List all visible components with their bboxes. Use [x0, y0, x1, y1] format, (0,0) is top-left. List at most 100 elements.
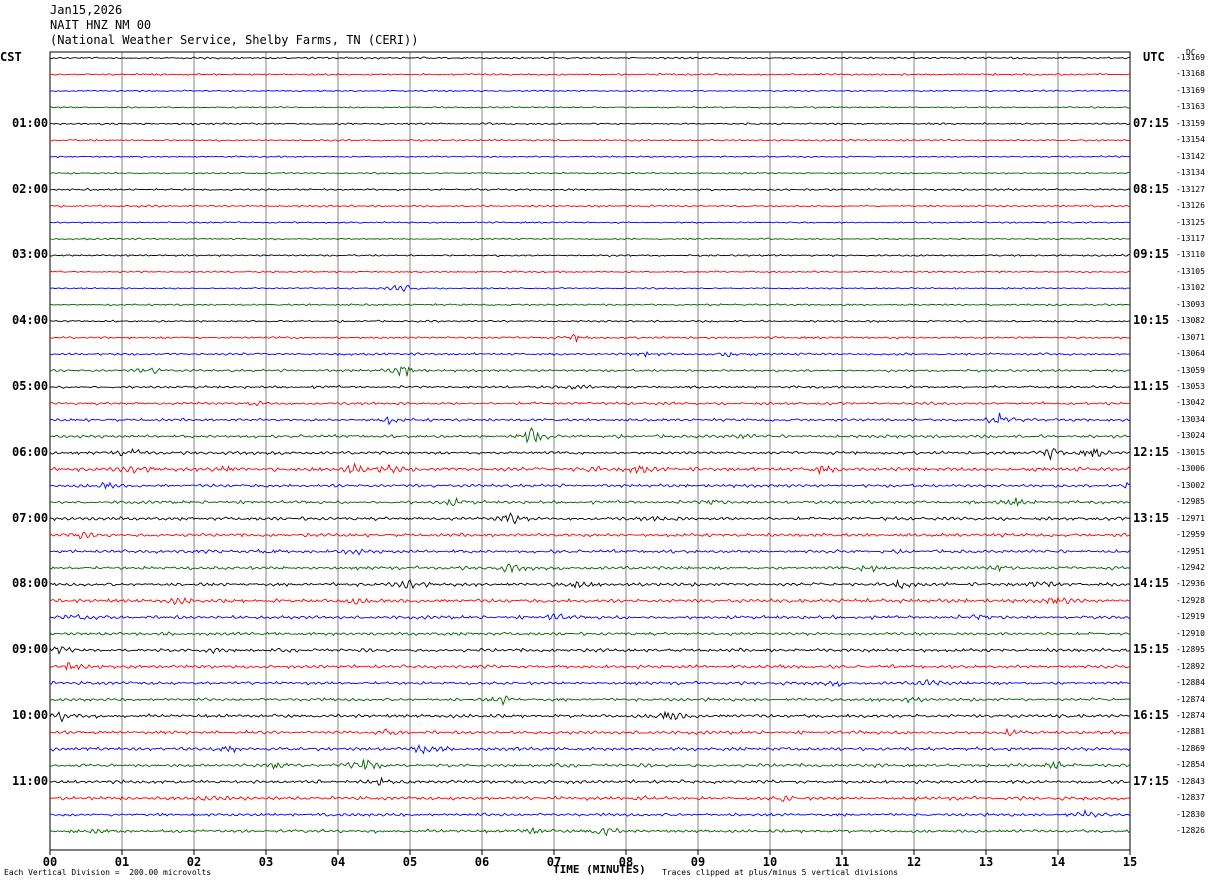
seismic-trace-25 — [49, 462, 1131, 476]
x-tick-label-10: 10 — [763, 855, 777, 869]
seismic-trace-18 — [49, 351, 1131, 359]
right-hour-10: 17:15 — [1133, 773, 1170, 788]
header-date: Jan15,2026 — [50, 3, 123, 17]
dc-offset-14: -13102 — [1176, 283, 1205, 293]
left-hour-7: 08:00 — [12, 576, 49, 591]
seismic-trace-6 — [49, 155, 1131, 159]
dc-offset-37: -12892 — [1176, 661, 1205, 671]
dc-offset-11: -13117 — [1176, 233, 1205, 243]
x-axis-label: TIME (MINUTES) — [553, 863, 646, 876]
right-hour-8: 15:15 — [1133, 642, 1170, 657]
seismic-trace-12 — [49, 253, 1131, 258]
seismic-trace-35 — [49, 631, 1131, 637]
left-hour-0: 01:00 — [12, 115, 49, 130]
dc-offset-21: -13042 — [1176, 398, 1205, 408]
seismic-trace-47 — [49, 826, 1131, 837]
seismic-trace-43 — [49, 759, 1131, 771]
dc-offset-26: -13002 — [1176, 480, 1205, 490]
seismic-trace-3 — [49, 105, 1131, 109]
dc-offset-16: -13082 — [1176, 316, 1205, 326]
seismic-trace-27 — [49, 496, 1131, 507]
x-tick-label-08: 08 — [619, 855, 633, 869]
dc-offset-31: -12942 — [1176, 562, 1205, 572]
seismic-trace-36 — [49, 646, 1131, 655]
dc-label: DC — [1186, 48, 1196, 57]
seismic-trace-7 — [49, 171, 1131, 175]
seismic-trace-33 — [49, 596, 1131, 606]
seismic-trace-21 — [49, 400, 1131, 407]
dc-offset-32: -12936 — [1176, 579, 1205, 589]
header-network: (National Weather Service, Shelby Farms,… — [50, 33, 419, 47]
right-hour-1: 08:15 — [1133, 181, 1170, 196]
dc-offset-10: -13125 — [1176, 217, 1205, 227]
dc-offset-39: -12874 — [1176, 694, 1205, 704]
x-tick-label-14: 14 — [1051, 855, 1065, 869]
dc-offset-15: -13093 — [1176, 299, 1205, 309]
dc-offset-2: -13169 — [1176, 85, 1205, 95]
x-tick-label-00: 00 — [43, 855, 57, 869]
dc-offset-18: -13064 — [1176, 349, 1205, 359]
x-tick-label-01: 01 — [115, 855, 129, 869]
seismic-trace-41 — [49, 727, 1131, 737]
left-hour-8: 09:00 — [12, 642, 49, 657]
dc-offset-36: -12895 — [1176, 645, 1205, 655]
scale-note: Each Vertical Division = 200.00 microvol… — [4, 868, 212, 877]
seismic-trace-4 — [49, 122, 1131, 126]
left-hour-9: 10:00 — [12, 708, 49, 722]
seismic-trace-23 — [49, 427, 1131, 444]
x-tick-label-15: 15 — [1123, 855, 1137, 869]
x-tick-label-02: 02 — [187, 855, 201, 869]
right-hour-4: 11:15 — [1133, 379, 1170, 393]
dc-offset-7: -13134 — [1176, 168, 1205, 178]
x-tick-label-12: 12 — [907, 855, 921, 869]
right-axis-label: UTC — [1143, 50, 1165, 64]
x-tick-label-06: 06 — [475, 855, 489, 869]
seismic-trace-26 — [49, 481, 1131, 490]
dc-offset-44: -12843 — [1176, 776, 1205, 786]
left-hour-2: 03:00 — [12, 247, 49, 262]
dc-offset-47: -12826 — [1176, 826, 1205, 836]
dc-offset-35: -12910 — [1176, 628, 1205, 638]
dc-offset-42: -12869 — [1176, 743, 1205, 753]
seismic-trace-1 — [49, 72, 1131, 77]
dc-offset-1: -13168 — [1176, 69, 1205, 79]
dc-offset-29: -12959 — [1176, 530, 1205, 540]
x-tick-label-09: 09 — [691, 855, 705, 869]
seismic-trace-34 — [49, 613, 1131, 621]
header-station: NAIT HNZ NM 00 — [50, 18, 152, 32]
seismic-trace-45 — [49, 795, 1131, 802]
dc-offset-24: -13015 — [1176, 447, 1205, 457]
seismic-trace-8 — [49, 187, 1131, 192]
x-tick-label-03: 03 — [259, 855, 273, 869]
seismic-trace-30 — [49, 548, 1131, 556]
dc-offset-27: -12985 — [1176, 497, 1205, 507]
seismic-trace-46 — [50, 809, 1131, 818]
plot-frame — [49, 51, 1131, 851]
dc-offset-23: -13024 — [1176, 431, 1205, 441]
dc-offset-0: -13169 — [1176, 53, 1205, 62]
seismic-trace-5 — [49, 138, 1131, 142]
right-hour-5: 12:15 — [1133, 444, 1170, 459]
seismic-trace-31 — [49, 563, 1131, 574]
seismic-trace-44 — [49, 776, 1131, 786]
dc-offset-3: -13163 — [1176, 102, 1205, 112]
x-tick-label-13: 13 — [979, 855, 993, 869]
right-hour-3: 10:15 — [1133, 313, 1170, 328]
seismic-trace-39 — [49, 695, 1131, 707]
dc-offset-19: -13059 — [1176, 365, 1205, 375]
seismic-trace-42 — [49, 744, 1131, 755]
left-hour-5: 06:00 — [12, 444, 49, 459]
seismic-trace-37 — [49, 662, 1131, 671]
left-hour-3: 04:00 — [12, 313, 49, 328]
left-hour-4: 05:00 — [12, 379, 49, 393]
x-tick-label-04: 04 — [331, 855, 345, 869]
dc-offset-22: -13034 — [1176, 414, 1205, 424]
seismic-trace-10 — [49, 221, 1131, 225]
dc-offset-40: -12874 — [1176, 711, 1205, 720]
seismic-trace-11 — [49, 237, 1131, 241]
x-tick-label-05: 05 — [403, 855, 417, 869]
dc-offset-46: -12830 — [1176, 809, 1205, 819]
dc-offset-12: -13110 — [1176, 250, 1205, 260]
right-hour-0: 07:15 — [1133, 115, 1170, 130]
